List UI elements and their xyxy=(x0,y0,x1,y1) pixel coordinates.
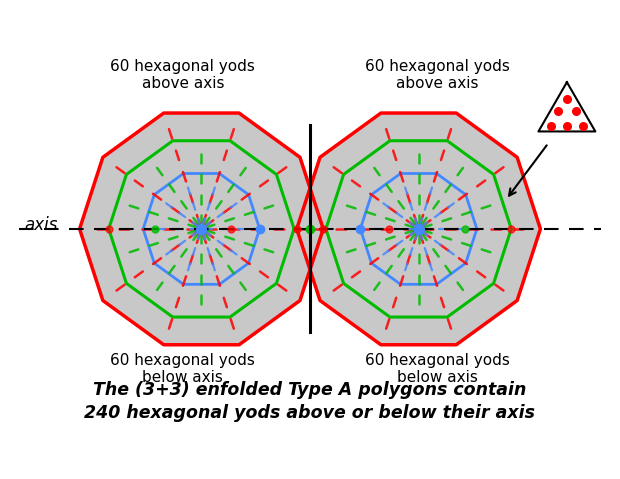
Text: The (3+3) enfolded Type A polygons contain: The (3+3) enfolded Type A polygons conta… xyxy=(94,381,526,399)
Text: 60 hexagonal yods
below axis: 60 hexagonal yods below axis xyxy=(110,353,255,386)
Text: 60 hexagonal yods
above axis: 60 hexagonal yods above axis xyxy=(365,59,510,91)
Text: 60 hexagonal yods
below axis: 60 hexagonal yods below axis xyxy=(365,353,510,386)
Text: axis: axis xyxy=(24,216,57,234)
Text: 240 hexagonal yods above or below their axis: 240 hexagonal yods above or below their … xyxy=(84,404,536,422)
Polygon shape xyxy=(79,113,323,345)
Polygon shape xyxy=(297,113,541,345)
Text: 60 hexagonal yods
above axis: 60 hexagonal yods above axis xyxy=(110,59,255,91)
